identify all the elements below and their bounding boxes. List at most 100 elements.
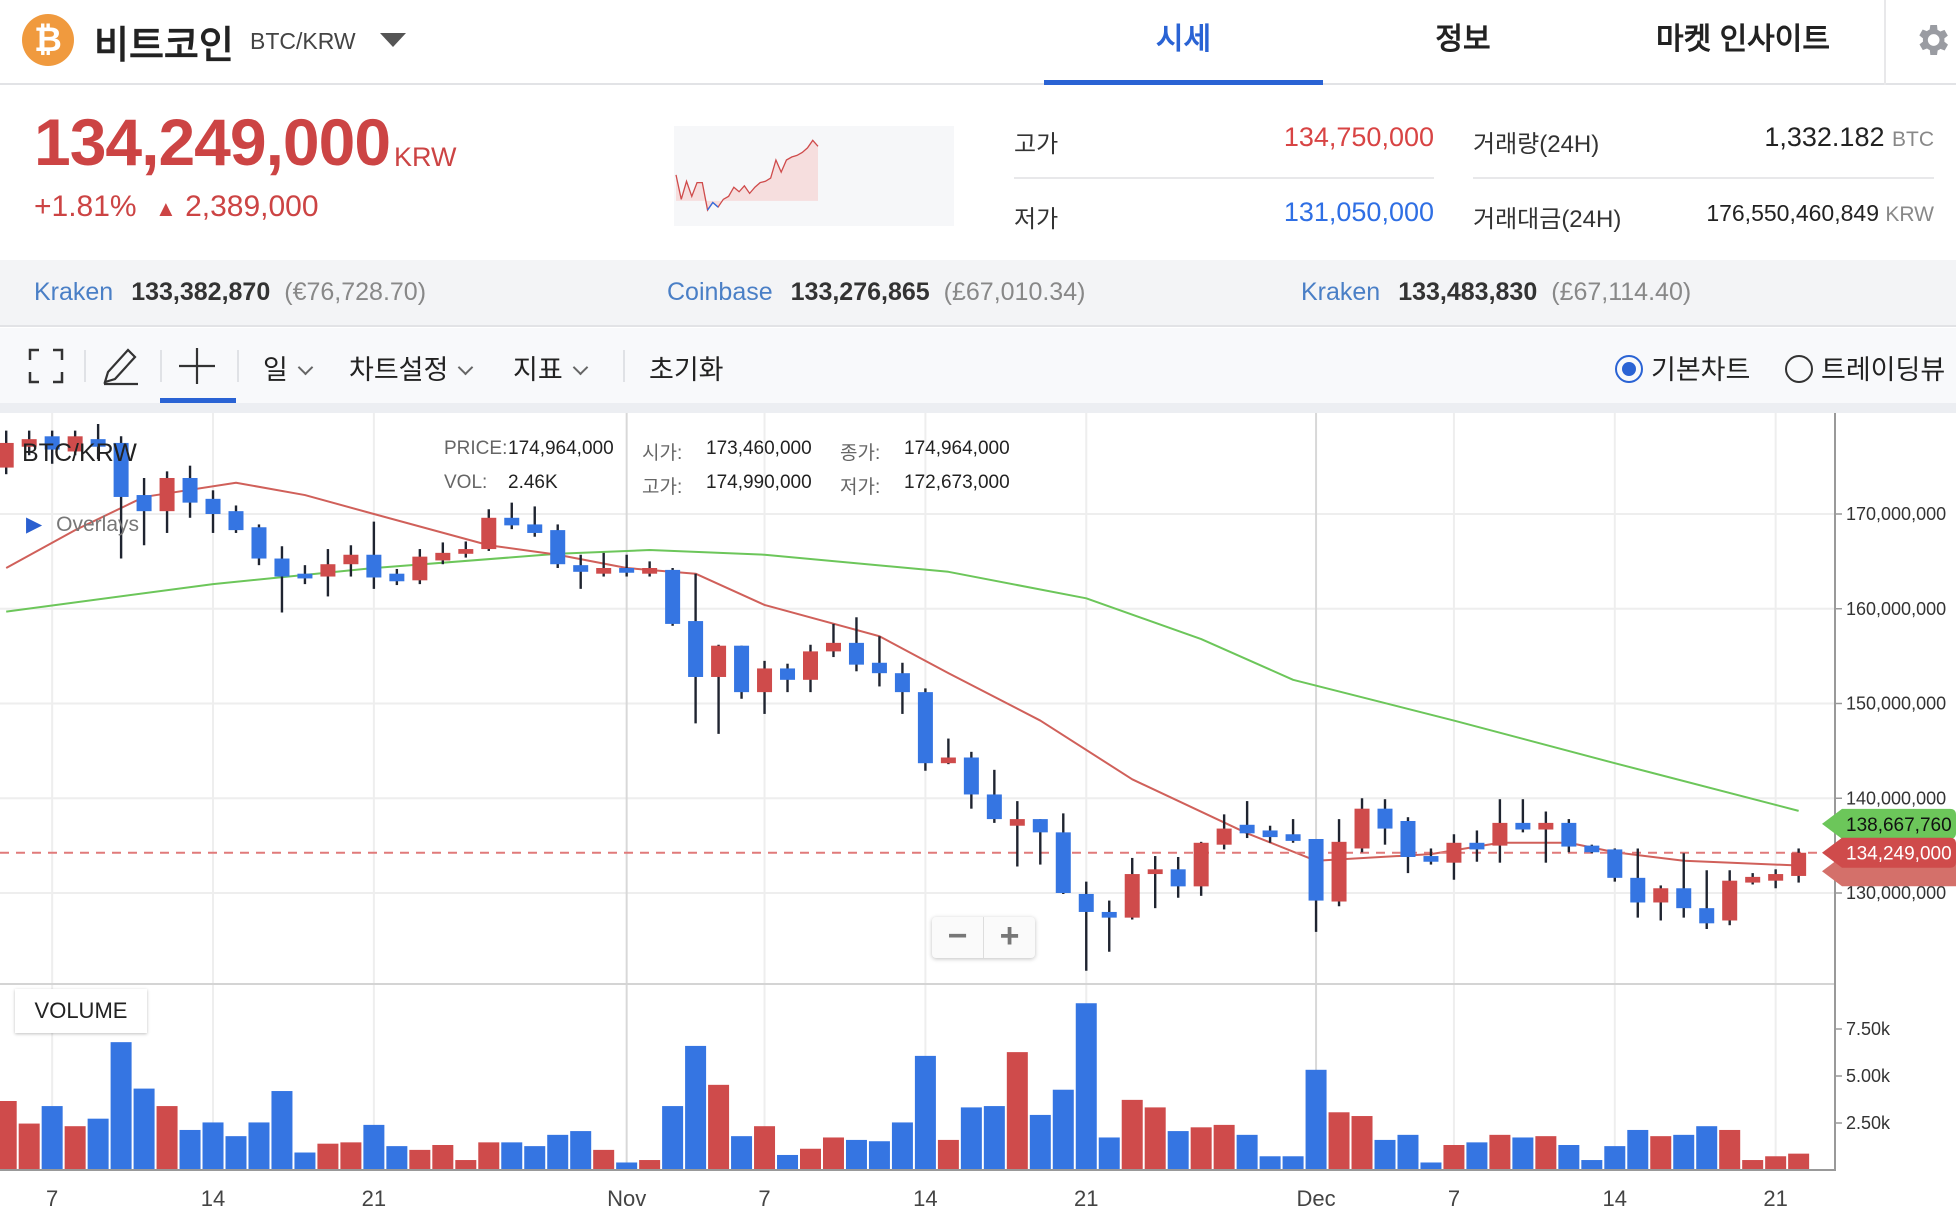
volume-bar — [708, 1084, 730, 1170]
exchange-name[interactable]: Kraken — [34, 278, 114, 306]
volume-bar — [1696, 1126, 1718, 1170]
radio-tradingview[interactable]: 트레이딩뷰 — [1785, 348, 1945, 387]
volume-bar — [616, 1162, 638, 1170]
candle-body — [963, 757, 979, 795]
candle-body — [1331, 841, 1347, 902]
exchange-price: 133,483,830 — [1398, 278, 1538, 306]
chevron-down-icon — [458, 359, 474, 376]
current-price: 134,249,000 — [34, 105, 391, 179]
crosshair-icon[interactable] — [178, 347, 216, 385]
radio-unselected-icon[interactable] — [1785, 354, 1813, 383]
stat-turnover: 176,550,460,849 KRW — [1640, 200, 1934, 227]
stat-turnover-label: 거래대금(24H) — [1473, 206, 1622, 233]
zoom-in-button[interactable]: + — [999, 917, 1020, 955]
exchange-item[interactable]: Kraken 133,483,830 (£67,114.40) — [1301, 278, 1691, 307]
candle-body — [1538, 822, 1554, 830]
indicators-dropdown[interactable]: 지표 — [513, 348, 588, 387]
info-close-label: 종가: — [840, 443, 881, 464]
chart-settings-dropdown[interactable]: 차트설정 — [349, 348, 474, 387]
volume-panel-label: VOLUME — [15, 989, 147, 1033]
pencil-icon[interactable] — [102, 346, 140, 386]
candle-body — [848, 642, 864, 665]
volume-bar — [1443, 1144, 1465, 1170]
ma-long-tag-bg — [1822, 808, 1956, 839]
info-low-label: 저가: — [840, 477, 881, 498]
candle-body — [67, 436, 83, 452]
volume-bar — [547, 1134, 569, 1170]
volume-bar — [937, 1139, 959, 1170]
tab-price[interactable]: 시세 — [1044, 0, 1323, 85]
x-tick-label: 21 — [362, 1186, 386, 1211]
candle-body — [871, 662, 887, 674]
overlays-toggle[interactable]: ▶ Overlays — [26, 512, 139, 537]
candle-body — [1745, 876, 1761, 883]
y-tick-label: 160,000,000 — [1846, 599, 1946, 619]
divider — [84, 350, 86, 382]
candle-body — [1722, 880, 1738, 921]
candle-body — [665, 569, 681, 624]
indicators-label: 지표 — [513, 355, 563, 385]
candle-body — [1423, 856, 1439, 862]
volume-bar — [1305, 1069, 1327, 1170]
candle-body — [1055, 832, 1071, 893]
expand-icon[interactable] — [28, 348, 64, 384]
candle-body — [1009, 819, 1025, 826]
volume-bar — [891, 1122, 913, 1170]
gear-icon[interactable] — [1912, 20, 1952, 60]
radio-selected-icon[interactable] — [1615, 354, 1643, 383]
volume-bar — [845, 1139, 867, 1170]
volume-bar — [1535, 1136, 1557, 1170]
tab-market-insight[interactable]: 마켓 인사이트 — [1656, 23, 1830, 56]
volume-bar — [1351, 1116, 1373, 1170]
candle-body — [1584, 845, 1600, 853]
candle-body — [458, 549, 474, 554]
volume-bar — [1420, 1162, 1442, 1170]
candle-body — [1400, 820, 1416, 857]
candlestick-chart[interactable]: 170,000,000 160,000,000 150,000,000 140,000… — [0, 413, 1956, 1224]
exchange-bar — [0, 260, 1956, 327]
volume-bar — [248, 1122, 270, 1170]
volume-bar — [960, 1107, 982, 1170]
caret-down-icon[interactable] — [380, 33, 406, 47]
candle-body — [986, 794, 1002, 820]
exchange-item[interactable]: Coinbase 133,276,865 (£67,010.34) — [667, 278, 1085, 307]
exchange-converted: (£67,114.40) — [1551, 278, 1692, 306]
volume-tick-label: 7.50k — [1846, 1019, 1891, 1039]
last-price-tag-bg — [1822, 837, 1956, 868]
info-price-label: PRICE: — [444, 438, 508, 459]
info-close: 174,964,000 — [904, 438, 1010, 459]
candle-body — [1768, 874, 1784, 881]
candle-body — [389, 573, 405, 582]
reset-button[interactable]: 초기화 — [649, 355, 724, 385]
x-tick-label: 14 — [913, 1186, 937, 1211]
info-high: 174,990,000 — [706, 472, 812, 493]
stat-turnover-value: 176,550,460,849 — [1706, 200, 1879, 226]
sparkline-below-line — [707, 201, 719, 211]
candle-body — [1032, 819, 1048, 833]
exchange-converted: (€76,728.70) — [284, 278, 427, 306]
candle-body — [1492, 822, 1508, 846]
volume-bar — [294, 1152, 316, 1170]
volume-bar — [639, 1160, 661, 1170]
candle-body — [182, 477, 198, 503]
pair-label: BTC/KRW — [250, 28, 356, 54]
candle-body — [642, 568, 658, 574]
exchange-name[interactable]: Coinbase — [667, 278, 773, 306]
candle-body — [1377, 808, 1393, 829]
radio-label: 기본차트 — [1651, 355, 1751, 385]
exchange-name[interactable]: Kraken — [1301, 278, 1381, 306]
interval-dropdown[interactable]: 일 — [263, 348, 314, 387]
volume-bar — [1466, 1142, 1488, 1170]
volume-bar — [271, 1091, 293, 1170]
tab-info[interactable]: 정보 — [1435, 23, 1491, 56]
divider — [1473, 177, 1934, 179]
candle-body — [1101, 911, 1117, 918]
change-amount: 2,389,000 — [185, 190, 319, 223]
exchange-item[interactable]: Kraken 133,382,870 (€76,728.70) — [34, 278, 426, 307]
candle-body — [366, 554, 382, 578]
volume-bar — [1282, 1156, 1304, 1170]
candle-body — [1285, 834, 1301, 841]
zoom-out-button[interactable]: − — [932, 917, 984, 958]
volume-bar — [1029, 1114, 1051, 1170]
radio-basic-chart[interactable]: 기본차트 — [1615, 348, 1750, 387]
